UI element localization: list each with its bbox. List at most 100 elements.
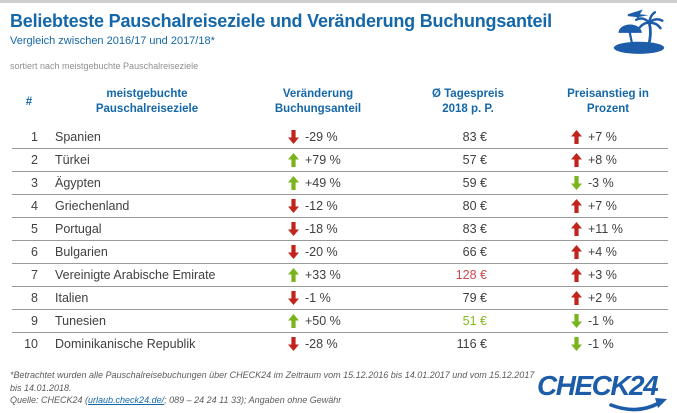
rank-cell: 1 [31,130,38,144]
col-header-destination: meistgebuchte Pauschalreiseziele [95,88,199,115]
table-row: 8 Italien -1 % 79 € +2 % [12,286,668,309]
destinations-table: # meistgebuchte Pauschalreiseziele Veränd… [12,86,668,355]
price-trend-arrow-icon [571,314,584,328]
destination-cell: Türkei [55,153,90,167]
rank-cell: 6 [31,245,38,259]
footnote-line2: bis 14.01.2018. [10,382,72,393]
table-row: 3 Ägypten +49 % 59 € -3 % [12,171,668,194]
price-cell: 128 € [455,268,487,282]
price-change-value: +7 % [588,130,617,144]
booking-change-value: +33 % [305,268,341,282]
booking-trend-arrow-icon [288,176,301,190]
booking-trend-arrow-icon [288,337,301,351]
rank-cell: 7 [31,268,38,282]
check24-logo-swoosh-icon [609,398,667,412]
price-trend-arrow-icon [571,291,584,305]
booking-change-value: -29 % [305,130,338,144]
booking-change-value: -28 % [305,337,338,351]
price-change-value: -1 % [588,314,614,328]
booking-trend-arrow-icon [288,153,301,167]
destination-cell: Spanien [55,130,101,144]
price-change-value: +8 % [588,153,617,167]
destination-cell: Vereinigte Arabische Emirate [55,268,216,282]
top-edge-divider [0,0,677,3]
table-row: 10 Dominikanische Republik -28 % 116 € -… [12,332,668,355]
price-cell: 116 € [456,337,487,351]
table-row: 4 Griechenland -12 % 80 € +7 % [12,194,668,217]
booking-trend-arrow-icon [288,130,301,144]
price-cell: 57 € [462,153,487,167]
booking-trend-arrow-icon [288,222,301,236]
price-trend-arrow-icon [571,245,584,259]
col-header-rank: # [25,95,33,108]
price-change-value: +3 % [588,268,617,282]
booking-trend-arrow-icon [288,314,301,328]
footnote-line1: *Betrachtet wurden alle Pauschalreisebuc… [10,370,535,380]
table-row: 2 Türkei +79 % 57 € +8 % [12,148,668,171]
rank-cell: 9 [31,314,38,328]
table-row: 9 Tunesien +50 % 51 € -1 % [12,309,668,332]
table-row: 7 Vereinigte Arabische Emirate +33 % 128… [12,263,668,286]
island-palm-airplane-icon [613,9,665,54]
price-change-value: +2 % [588,291,617,305]
booking-change-value: +49 % [305,176,341,190]
price-trend-arrow-icon [571,222,584,236]
price-change-value: +4 % [588,245,617,259]
table-header-row: # meistgebuchte Pauschalreiseziele Veränd… [12,86,668,118]
col-header-booking-change: Veränderung Buchungsanteil [274,88,362,115]
price-cell: 59 € [462,176,487,190]
source-line: Quelle: CHECK24 (urlaub.check24.de/; 089… [10,395,342,405]
price-trend-arrow-icon [571,153,584,167]
price-trend-arrow-icon [571,337,584,351]
destination-cell: Bulgarien [55,245,108,259]
destination-cell: Dominikanische Republik [55,337,196,351]
booking-trend-arrow-icon [288,199,301,213]
destination-cell: Tunesien [55,314,106,328]
price-trend-arrow-icon [571,176,584,190]
col-header-daily-price: Ø Tagespreis 2018 p. P. [431,88,504,115]
table-row: 5 Portugal -18 % 83 € +11 % [12,217,668,240]
booking-change-value: +50 % [305,314,341,328]
price-change-value: +7 % [588,199,617,213]
price-cell: 51 € [462,314,487,328]
price-change-value: +11 % [588,222,623,236]
booking-trend-arrow-icon [288,291,301,305]
booking-change-value: -20 % [305,245,338,259]
booking-change-value: -12 % [305,199,338,213]
table-row: 6 Bulgarien -20 % 66 € +4 % [12,240,668,263]
rank-cell: 2 [31,153,38,167]
destination-cell: Portugal [55,222,102,236]
destination-cell: Italien [55,291,89,305]
rank-cell: 10 [24,337,38,351]
check24-logo: CHECK24 [537,370,669,412]
price-cell: 83 € [462,130,487,144]
rank-cell: 3 [31,176,38,190]
col-header-price-increase: Preisanstieg in Prozent [567,88,649,115]
booking-change-value: -1 % [305,291,331,305]
price-cell: 80 € [462,199,487,213]
table-row: 1 Spanien -29 % 83 € +7 % [12,126,668,148]
booking-trend-arrow-icon [288,268,301,282]
sort-note: sortiert nach meistgebuchte Pauschalreis… [10,61,199,71]
price-trend-arrow-icon [571,130,584,144]
price-change-value: -1 % [588,337,614,351]
booking-trend-arrow-icon [288,245,301,259]
price-change-value: -3 % [588,176,614,190]
table-body: 1 Spanien -29 % 83 € +7 % 2 Türkei +79 %… [12,126,668,355]
rank-cell: 8 [31,291,38,305]
price-cell: 79 € [462,291,487,305]
booking-change-value: +79 % [305,153,341,167]
price-cell: 66 € [462,245,487,259]
check24-logo-text: CHECK24 [537,370,659,401]
destination-cell: Griechenland [55,199,130,213]
price-cell: 83 € [462,222,487,236]
destination-cell: Ägypten [55,176,101,190]
price-trend-arrow-icon [571,268,584,282]
rank-cell: 4 [31,199,38,213]
footnote: *Betrachtet wurden alle Pauschalreisebuc… [10,369,558,407]
rank-cell: 5 [31,222,38,236]
booking-change-value: -18 % [305,222,338,236]
page-title: Beliebteste Pauschalreiseziele und Verän… [10,11,552,31]
source-link[interactable]: urlaub.check24.de/ [88,395,165,405]
page-subtitle: Vergleich zwischen 2016/17 und 2017/18* [10,35,215,47]
